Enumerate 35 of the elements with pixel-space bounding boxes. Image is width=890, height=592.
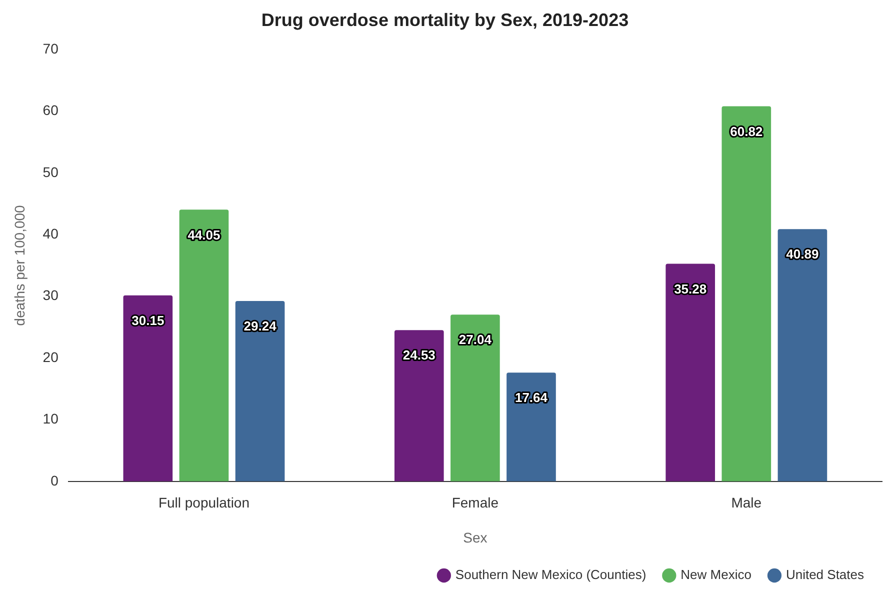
data-label: 35.28	[674, 281, 707, 296]
x-tick-label: Male	[731, 494, 762, 511]
x-tick-label: Full population	[158, 494, 250, 511]
y-tick-label: 20	[42, 348, 59, 365]
bar	[179, 210, 229, 482]
legend-label: Southern New Mexico (Counties)	[455, 567, 646, 582]
y-tick-label: 0	[50, 472, 59, 488]
data-label: 40.89	[786, 246, 819, 262]
y-tick-label: 30	[42, 287, 59, 304]
bar	[394, 330, 444, 482]
x-axis-title: Sex	[463, 529, 488, 546]
y-tick-label: 50	[42, 164, 59, 180]
data-label: 60.82	[730, 124, 763, 139]
legend-label: United States	[786, 567, 864, 582]
bar	[778, 229, 828, 482]
data-label: 27.04	[458, 332, 492, 348]
data-label: 44.05	[188, 227, 220, 242]
bar	[123, 295, 173, 482]
legend-label: New Mexico	[680, 567, 752, 582]
data-label: 24.53	[402, 348, 436, 363]
bar	[666, 264, 716, 482]
bar	[722, 106, 772, 482]
y-tick-label: 70	[42, 40, 59, 56]
data-label: 17.64	[514, 390, 548, 406]
y-axis-title: deaths per 100,000	[11, 204, 28, 326]
x-tick-label: Female	[452, 494, 499, 511]
y-tick-label: 60	[42, 102, 59, 118]
y-tick-label: 40	[42, 226, 59, 242]
data-label: 30.15	[132, 312, 164, 328]
bar	[506, 372, 556, 482]
chart-title: Drug overdose mortality by Sex, 2019-2023	[261, 10, 629, 30]
data-label: 29.24	[244, 318, 278, 334]
bar	[235, 301, 285, 482]
y-tick-label: 10	[42, 410, 59, 427]
bar	[450, 314, 500, 482]
